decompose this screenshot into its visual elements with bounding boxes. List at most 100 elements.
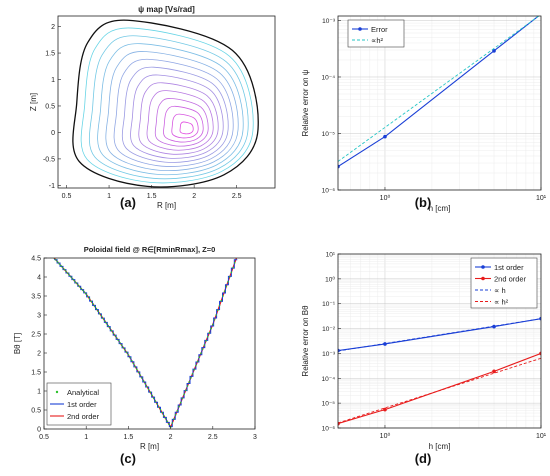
panel-c-data-point xyxy=(100,315,103,317)
panel-c-data-point xyxy=(149,391,152,394)
panel-c-data-point xyxy=(196,360,199,363)
panel-a-xlabel: R [m] xyxy=(157,201,176,210)
panel-c-data-point xyxy=(232,266,234,269)
panel-d-axes-box xyxy=(337,253,542,429)
panel-c-data-point xyxy=(205,340,207,342)
panel-c-legend-label: 2nd order xyxy=(67,412,100,421)
panel-c-legend-label: Analytical xyxy=(67,388,99,397)
panel-c-data-point xyxy=(112,332,115,334)
panel-d-legend-label: ∝ h xyxy=(494,286,506,295)
panel-c-data-point xyxy=(218,304,221,307)
panel-c-data-point xyxy=(173,418,175,420)
panel-d-series-line xyxy=(338,318,541,352)
panel-c-data-point xyxy=(152,397,155,400)
panel-a-ytick-label: 0.5 xyxy=(45,103,55,110)
panel-d-xtick-label: 10⁰ xyxy=(380,432,391,440)
panel-c-data-point xyxy=(76,283,79,286)
panel-b-data-point xyxy=(492,49,496,53)
panel-b-data-point xyxy=(383,134,387,139)
panel-c-ytick-label: 1.5 xyxy=(31,370,41,377)
panel-c-data-point xyxy=(82,289,84,292)
panel-c-data-point xyxy=(107,324,109,327)
panel-c-data-point xyxy=(55,259,57,261)
panel-d-data-point xyxy=(539,316,541,321)
panel-a-contour-line xyxy=(113,58,234,167)
panel-c-data-point xyxy=(71,278,74,280)
panel-c-xtick-label: 1 xyxy=(84,434,88,441)
panel-b-legend-label: Error xyxy=(371,25,388,34)
panel-d-ytick-label: 10⁻⁶ xyxy=(322,426,336,433)
panel-a-title: ψ map [Vs/rad] xyxy=(138,5,195,14)
panel-b-axes-box xyxy=(337,15,542,191)
panel-c-data-point xyxy=(114,334,116,337)
panel-c-data-point xyxy=(213,318,216,321)
panel-c-data-point xyxy=(109,327,111,329)
panel-c-data-point xyxy=(215,314,217,316)
panel-c-data-point xyxy=(222,295,224,297)
panel-c-legend-label: 1st order xyxy=(67,400,97,409)
panel-d-ytick-label: 10⁰ xyxy=(325,275,335,283)
panel-a-xtick-label: 2.5 xyxy=(232,193,242,200)
panel-a-ytick-label: 1.5 xyxy=(45,51,55,58)
panel-a-xtick-label: 2 xyxy=(192,193,196,200)
panel-c-data-point xyxy=(186,385,189,387)
panel-c-data-point xyxy=(156,403,158,405)
panel-a-xtick-label: 0.5 xyxy=(62,193,72,200)
panel-c-data-point xyxy=(110,329,113,332)
panel-c-data-point xyxy=(161,411,163,414)
panel-c-data-point xyxy=(87,295,89,298)
panel-d-ytick-label: 10⁻¹ xyxy=(322,301,336,308)
panel-c-data-point xyxy=(208,331,211,334)
panel-a-contour-line xyxy=(105,51,239,172)
panel-a-contour-line xyxy=(171,113,199,139)
panel-d-ytick-label: 10⁻³ xyxy=(322,351,336,358)
panel-c-data-point xyxy=(198,356,201,359)
panel-c-data-point xyxy=(102,317,104,320)
panel-a-contour-line xyxy=(130,74,224,159)
panel-c-data-point xyxy=(159,408,162,411)
panel-c-data-point xyxy=(166,420,169,423)
panel-c-data-point xyxy=(183,393,185,396)
panel-c-data-point xyxy=(147,388,150,391)
panel-a-ytick-label: 1 xyxy=(51,77,55,84)
panel-a-contour-line xyxy=(88,35,249,180)
panel-c-data-point xyxy=(201,348,204,350)
panel-c-data-point xyxy=(210,327,212,330)
panel-c-data-point xyxy=(65,270,67,273)
panel-c-data-point xyxy=(136,368,138,371)
panel-c-data-point xyxy=(130,359,133,362)
panel-a-ytick-label: 2 xyxy=(51,24,55,31)
panel-c-data-point xyxy=(124,349,126,351)
panel-c-data-point xyxy=(225,285,228,288)
panel-b-ylabel: Relative error on ψ xyxy=(301,69,310,136)
panel-c-data-point xyxy=(70,276,72,278)
panel-c-data-point xyxy=(97,310,99,312)
panel-b-series xyxy=(338,16,540,169)
panel-a-contour-line xyxy=(80,27,254,184)
panel-a-contours xyxy=(72,19,259,188)
panel-c-data-point xyxy=(203,344,206,346)
panel-c-data-point xyxy=(191,372,194,375)
panel-c-ytick-label: 0 xyxy=(37,427,41,434)
panel-b-xlabel: h [cm] xyxy=(429,204,451,213)
panel-c-title: Poloidal field @ R∈[RminRmax], Z=0 xyxy=(84,245,216,254)
panel-c-ytick-label: 3 xyxy=(37,313,41,320)
panel-c-data-point xyxy=(134,365,136,368)
panel-c-xtick-label: 1.5 xyxy=(124,434,134,441)
panel-c-data-point xyxy=(78,285,81,288)
panel-c-series xyxy=(53,258,238,429)
panel-label-a: (a) xyxy=(120,195,136,210)
panel-c-data-point xyxy=(181,397,184,400)
panel-c-data-point xyxy=(144,382,147,385)
panel-a-contour-line xyxy=(97,43,244,176)
panel-c-data-point xyxy=(179,401,182,404)
panel-b-xtick-label: 10¹ xyxy=(536,195,547,202)
panel-d-data-point xyxy=(492,369,496,374)
panel-c-data-point xyxy=(103,320,106,322)
panel-c-data-point xyxy=(83,291,86,294)
panel-c-legend-marker xyxy=(55,390,59,394)
panel-d-ylabel: Relative error on Bθ xyxy=(301,305,310,377)
panel-c-data-point xyxy=(176,409,179,412)
